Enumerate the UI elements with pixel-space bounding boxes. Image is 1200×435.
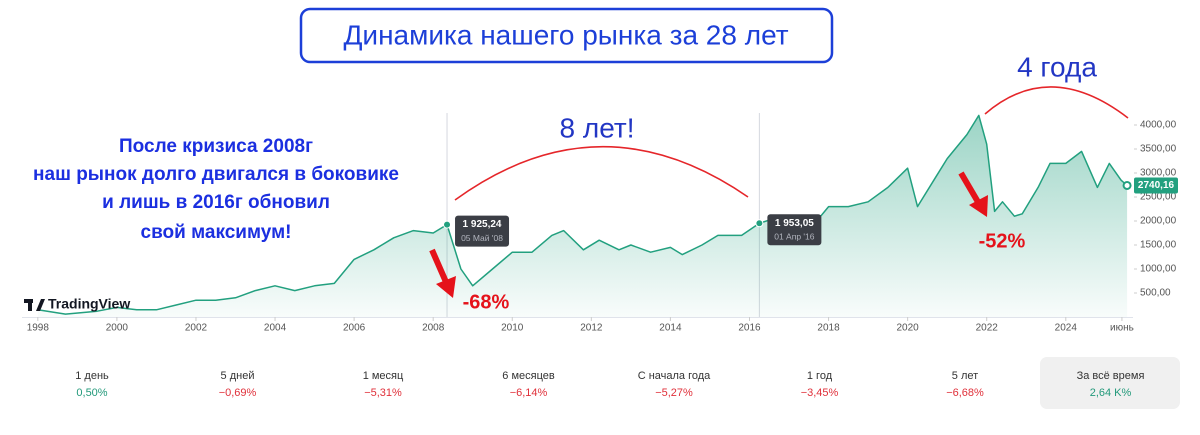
marker-date: 05 Май '08 <box>461 233 503 243</box>
perf-period[interactable]: 6 месяцев <box>502 370 555 382</box>
note-line: наш рынок долго двигался в боковике <box>33 164 399 185</box>
logo-icon <box>28 299 32 311</box>
perf-period[interactable]: 1 день <box>75 370 109 382</box>
note-line: После кризиса 2008г <box>119 136 313 157</box>
span-label: 8 лет! <box>560 112 635 143</box>
perf-selected[interactable] <box>1040 357 1180 409</box>
perf-value[interactable]: −5,31% <box>364 387 402 399</box>
perf-value[interactable]: −0,69% <box>219 387 257 399</box>
arrow-shaft <box>429 248 449 284</box>
chart-title: Динамика нашего рынка за 28 лет <box>343 19 788 50</box>
perf-value[interactable]: −5,27% <box>655 387 693 399</box>
title-box <box>299 7 834 64</box>
y-tick-label: 3000,00 <box>1140 168 1177 179</box>
marker-tag <box>455 215 510 247</box>
y-tick-label: 2000,00 <box>1140 216 1177 227</box>
note-line: и лишь в 2016г обновил <box>102 192 330 213</box>
span-arc <box>454 146 749 201</box>
last-price-label: 2740,16 <box>1138 180 1175 191</box>
last-dot <box>1122 180 1132 190</box>
marker-value: 1 953,05 <box>775 218 814 229</box>
arrow-shaft <box>958 171 981 204</box>
x-tick-label: 2010 <box>501 323 524 334</box>
perf-value[interactable]: 2,64 K% <box>1090 387 1132 399</box>
perf-period[interactable]: 5 дней <box>221 370 255 382</box>
x-tick-label: 2000 <box>106 323 129 334</box>
x-tick-label: 2006 <box>343 323 366 334</box>
x-tick-label: 2002 <box>185 323 208 334</box>
perf-value[interactable]: 0,50% <box>76 387 107 399</box>
note-line: свой максимум! <box>141 222 292 243</box>
note: После кризиса 2008г наш рынок долго двиг… <box>33 136 399 243</box>
y-tick-label: 500,00 <box>1140 288 1171 299</box>
last-price-tag <box>1134 177 1178 194</box>
span-label: 4 года <box>1017 51 1097 82</box>
arrows <box>429 171 988 298</box>
y-tick-label: 2500,00 <box>1140 192 1177 203</box>
plot: 500,00 1000,00 1500,00 2000,00 2500,00 3000,0… <box>22 113 1178 334</box>
x-tick-label: июнь <box>1110 323 1134 334</box>
marker-dot[interactable] <box>755 219 764 228</box>
x-tick-label: 2020 <box>897 323 920 334</box>
marker-dot[interactable] <box>443 220 452 229</box>
perf-period[interactable]: С начала года <box>638 370 711 382</box>
arrow-head <box>436 276 456 298</box>
line <box>37 114 1128 315</box>
perf-period[interactable]: 1 месяц <box>363 370 404 382</box>
area <box>37 115 1128 318</box>
logo-text: TradingView <box>48 296 130 312</box>
y-tick-label: 3500,00 <box>1140 144 1177 155</box>
perf-period[interactable]: За всё время <box>1077 370 1145 382</box>
span-arc <box>984 86 1129 119</box>
y-tick-label: 1000,00 <box>1140 264 1177 275</box>
marker-value: 1 925,24 <box>463 219 502 230</box>
x-tick-label: 2014 <box>659 323 682 334</box>
x-tick-label: 2018 <box>817 323 840 334</box>
x-tick-label: 2008 <box>422 323 445 334</box>
performance: 1 день 0,50% 5 дней −0,69% 1 месяц −5,31% 6 ме… <box>75 370 1144 399</box>
x-tick-label: 1998 <box>27 323 50 334</box>
marker-tag <box>767 214 822 246</box>
y-tick-label: 1500,00 <box>1140 240 1177 251</box>
perf-period[interactable]: 1 год <box>807 370 833 382</box>
x-tick-label: 2024 <box>1055 323 1078 334</box>
x-tick-label: 2016 <box>738 323 761 334</box>
x-tick-label: 2012 <box>580 323 603 334</box>
perf-value[interactable]: −3,45% <box>801 387 839 399</box>
perf-period[interactable]: 5 лет <box>952 370 978 382</box>
drop-label: -52% <box>979 230 1026 252</box>
arrow-head <box>969 195 988 217</box>
logo-icon <box>36 299 45 311</box>
x-tick-label: 2022 <box>976 323 999 334</box>
marker-date: 01 Апр '16 <box>774 232 815 242</box>
drop-label: -68% <box>463 291 510 313</box>
x-tick-label: 2004 <box>264 323 287 334</box>
y-tick-label: 4000,00 <box>1140 120 1177 131</box>
perf-value[interactable]: −6,68% <box>946 387 984 399</box>
logo: TradingView <box>24 296 130 312</box>
perf-value[interactable]: −6,14% <box>510 387 548 399</box>
